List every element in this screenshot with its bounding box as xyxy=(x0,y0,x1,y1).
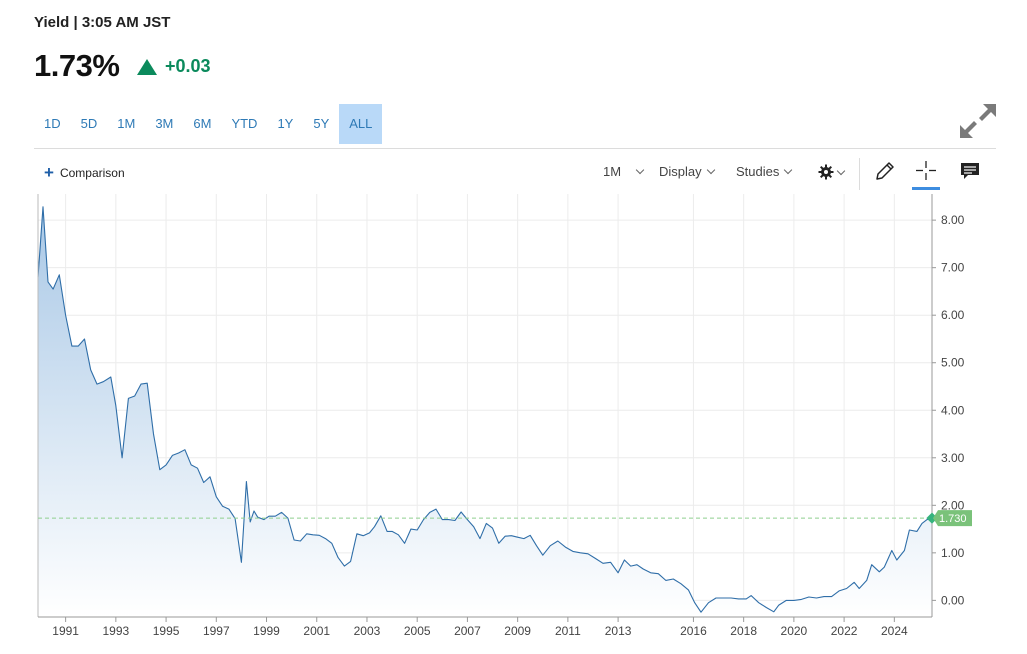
x-tick-label: 2011 xyxy=(555,624,581,638)
y-tick-label: 4.00 xyxy=(941,403,965,417)
x-tick-label: 2003 xyxy=(354,624,381,638)
pencil-icon[interactable] xyxy=(872,160,898,182)
x-tick-label: 2013 xyxy=(605,624,632,638)
x-tick-label: 2020 xyxy=(781,624,808,638)
comment-icon[interactable] xyxy=(957,160,983,182)
range-1y-button[interactable]: 1Y xyxy=(277,116,294,131)
toolbar-divider xyxy=(859,158,860,190)
gear-icon xyxy=(818,164,834,180)
change-value: +0.03 xyxy=(165,56,211,76)
range-1m-button[interactable]: 1M xyxy=(117,116,136,131)
plus-icon: + xyxy=(44,163,54,182)
x-tick-label: 2018 xyxy=(730,624,757,638)
x-tick-label: 1995 xyxy=(153,624,180,638)
range-1d-button[interactable]: 1D xyxy=(44,116,61,131)
chart-axes: 0.00 1.00 2.00 3.00 4.00 5.00 6.00 7.00 8.00 1991… xyxy=(37,194,965,638)
display-label: Display xyxy=(659,164,702,179)
range-6m-button[interactable]: 6M xyxy=(193,116,212,131)
x-tick-label: 1991 xyxy=(52,624,79,638)
y-tick-label: 3.00 xyxy=(941,451,965,465)
interval-label: 1M xyxy=(603,164,622,179)
up-arrow-icon xyxy=(137,58,157,75)
last-value-label: 1.730 xyxy=(939,513,967,525)
range-5d-button[interactable]: 5D xyxy=(80,116,98,131)
chart-area-layer xyxy=(37,206,933,618)
y-tick-label: 8.00 xyxy=(941,213,965,227)
y-tick-label: 2.00 xyxy=(941,498,965,512)
y-tick-label: 7.00 xyxy=(941,261,965,275)
y-tick-label: 5.00 xyxy=(941,356,965,370)
chart-markers: 1.730 xyxy=(38,510,972,527)
x-tick-label: 2005 xyxy=(404,624,431,638)
x-tick-label: 2016 xyxy=(680,624,707,638)
settings-dropdown[interactable] xyxy=(818,164,846,180)
y-tick-label: 0.00 xyxy=(941,593,965,607)
expand-icon[interactable] xyxy=(958,102,998,140)
range-5y-button[interactable]: 5Y xyxy=(313,116,330,131)
active-tool-indicator xyxy=(912,187,940,190)
crosshair-icon[interactable] xyxy=(913,160,939,182)
header-divider xyxy=(34,148,996,149)
range-ytd-button[interactable]: YTD xyxy=(231,116,258,131)
yield-value: 1.73% xyxy=(34,48,120,83)
header-label: Yield | 3:05 AM JST xyxy=(34,14,171,31)
y-tick-label: 6.00 xyxy=(941,308,965,322)
studies-label: Studies xyxy=(736,164,780,179)
display-dropdown[interactable]: Display xyxy=(659,164,715,179)
x-tick-label: 2024 xyxy=(881,624,908,638)
x-tick-label: 2022 xyxy=(831,624,858,638)
y-tick-label: 1.00 xyxy=(941,546,965,560)
x-tick-label: 1999 xyxy=(253,624,280,638)
range-all-button[interactable]: ALL xyxy=(339,104,383,144)
last-value-badge xyxy=(933,510,972,527)
x-tick-label: 2001 xyxy=(303,624,330,638)
studies-dropdown[interactable]: Studies xyxy=(736,164,793,179)
comparison-button[interactable]: + Comparison xyxy=(44,163,125,182)
x-tick-label: 1997 xyxy=(203,624,230,638)
x-tick-label: 2007 xyxy=(454,624,481,638)
range-3m-button[interactable]: 3M xyxy=(155,116,174,131)
series-area-fill xyxy=(38,206,932,618)
x-tick-label: 1993 xyxy=(102,624,129,638)
comparison-label: Comparison xyxy=(59,166,125,180)
interval-dropdown[interactable]: 1M xyxy=(603,164,645,179)
series-line xyxy=(37,206,933,613)
x-tick-label: 2009 xyxy=(504,624,531,638)
range-selector: 1D 5D 1M 3M 6M YTD 1Y 5Y ALL xyxy=(34,104,383,144)
change-indicator: +0.03 xyxy=(137,56,211,77)
